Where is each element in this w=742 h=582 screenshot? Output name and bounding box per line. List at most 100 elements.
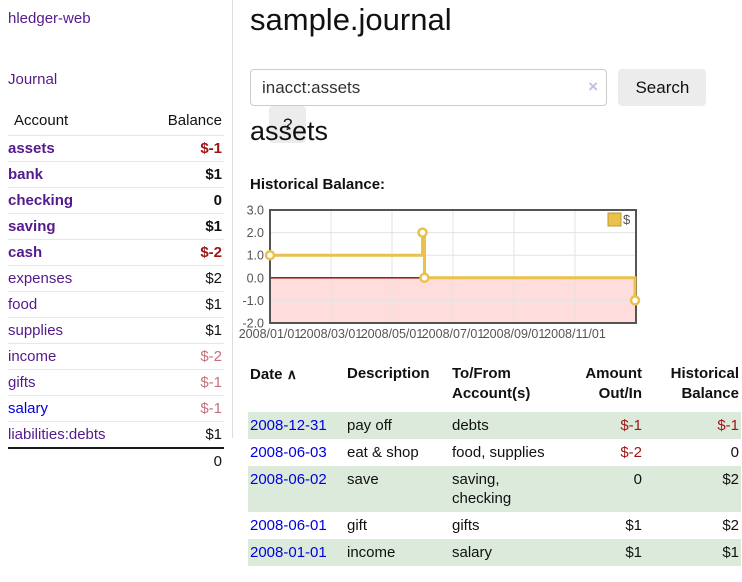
account-balance: $2 [139,265,224,292]
account-row: saving $1 [8,213,224,240]
app-title-link[interactable]: hledger-web [8,10,91,27]
transaction-date-link[interactable]: 2008-06-03 [250,444,327,461]
transaction-amount-cell: $1 [625,544,642,561]
transaction-date-cell: 2008-06-03 [248,439,345,466]
account-balance: $1 [139,317,224,344]
svg-text:2008/05/01: 2008/05/01 [361,327,424,341]
transaction-description-cell: eat & shop [347,444,419,461]
transaction-row[interactable]: 2008-12-31 pay off debts $-1 $-1 [248,412,741,439]
account-balance: $1 [139,421,224,448]
account-balance: $-1 [139,369,224,396]
transaction-balance-cell: $1 [722,544,739,561]
search-input[interactable] [250,69,607,106]
account-link[interactable]: salary [8,400,49,417]
account-link[interactable]: bank [8,166,44,183]
transaction-date-link[interactable]: 2008-12-31 [250,417,327,434]
transaction-balance-cell: $-1 [717,417,739,434]
account-row: salary $-1 [8,395,224,422]
svg-text:1.0: 1.0 [247,249,264,263]
transaction-amount-cell: $-1 [620,417,642,434]
svg-text:2008/01/01: 2008/01/01 [239,327,302,341]
account-link[interactable]: supplies [8,322,64,339]
sidebar-item-journal[interactable]: Journal [8,71,58,88]
account-row: cash $-2 [8,239,224,266]
account-link[interactable]: expenses [8,270,73,287]
transaction-amount-cell: 0 [633,471,642,488]
account-balance: $1 [139,161,224,188]
transaction-row[interactable]: 2008-06-03 eat & shop food, supplies $-2 0 [248,439,741,466]
svg-text:2008/07/01: 2008/07/01 [422,327,485,341]
transaction-date-cell: 2008-06-01 [248,512,345,539]
transaction-row[interactable]: 2008-06-02 save saving, checking 0 $2 [248,466,741,512]
account-row: gifts $-1 [8,369,224,396]
historical-balance-chart: 3.0 2.0 1.0 0.0 -1.0 -2.0 2008/01/01 2008/03/01… [239,202,742,348]
account-link[interactable]: saving [8,218,56,235]
search-button[interactable]: Search [618,69,707,106]
chart-label: Historical Balance: [250,176,386,193]
transaction-description-cell: income [347,544,396,561]
register-table: Date ∧ Description To/From Account(s) Am… [248,362,741,566]
svg-text:-1.0: -1.0 [242,294,264,308]
account-link[interactable]: assets [8,140,55,157]
transaction-date-link[interactable]: 2008-06-01 [250,517,327,534]
account-balance: $-1 [139,395,224,422]
chart-canvas: 3.0 2.0 1.0 0.0 -1.0 -2.02008/01/012008/03/01… [239,204,641,341]
account-row: checking 0 [8,187,224,214]
account-link[interactable]: liabilities:debts [8,426,106,443]
transaction-description-cell: save [347,471,379,488]
accounts-total-balance: 0 [139,447,224,474]
register-header-description: Description [347,365,430,382]
register-header-balance: Historical Balance [670,365,739,402]
svg-text:2008/03/01: 2008/03/01 [300,327,363,341]
transaction-row[interactable]: 2008-01-01 income salary $1 $1 [248,539,741,566]
transaction-date-cell: 2008-06-02 [248,466,345,512]
sidebar: hledger-web Journal Account Balance asse… [0,0,233,474]
account-row: bank $1 [8,161,224,188]
account-link[interactable]: income [8,348,57,365]
svg-text:0.0: 0.0 [247,271,264,285]
account-row: food $1 [8,291,224,318]
transaction-accounts-cell: debts [452,417,489,434]
transaction-accounts-cell: salary [452,544,493,561]
transaction-row[interactable]: 2008-06-01 gift gifts $1 $2 [248,512,741,539]
account-link[interactable]: food [8,296,38,313]
accounts-header-account: Account [14,112,69,129]
account-link[interactable]: cash [8,244,43,261]
account-balance: 0 [139,187,224,214]
account-balance: $1 [139,291,224,318]
account-balance: $1 [139,213,224,240]
main-content: sample.journal × Search ? assets Histori… [239,0,742,582]
account-heading: assets [250,116,329,146]
transaction-accounts-cell: gifts [452,517,480,534]
svg-text:2008/11/01: 2008/11/01 [544,327,606,341]
sort-ascending-icon: ∧ [286,366,297,382]
transaction-balance-cell: $2 [722,517,739,534]
accounts-table: Account Balance assets $-1 bank $1 checking 0… [8,108,224,474]
transaction-date-link[interactable]: 2008-06-02 [250,471,327,488]
transaction-amount-cell: $-2 [620,444,642,461]
svg-text:2008/09/01: 2008/09/01 [483,327,546,341]
transaction-description-cell: pay off [347,417,392,434]
account-row: supplies $1 [8,317,224,344]
transaction-date-cell: 2008-01-01 [248,539,345,566]
svg-text:2.0: 2.0 [247,226,264,240]
account-link[interactable]: gifts [8,374,36,391]
transaction-accounts-cell: saving, checking [452,471,512,507]
search-form: × Search ? [250,69,742,143]
clear-search-icon[interactable]: × [588,77,598,96]
accounts-header-balance: Balance [167,112,222,129]
account-row: expenses $2 [8,265,224,292]
help-button[interactable]: ? [269,106,307,143]
register-header-amount: Amount Out/In [585,365,642,402]
transaction-date-link[interactable]: 2008-01-01 [250,544,327,561]
transaction-accounts-cell: food, supplies [452,444,545,461]
account-row: assets $-1 [8,135,224,162]
transaction-balance-cell: 0 [730,444,739,461]
accounts-header-row: Account Balance [8,108,224,136]
register-header-date[interactable]: Date ∧ [250,366,297,383]
transaction-date-cell: 2008-12-31 [248,412,345,439]
account-balance: $-2 [139,239,224,266]
account-link[interactable]: checking [8,192,74,209]
account-row: income $-2 [8,343,224,370]
